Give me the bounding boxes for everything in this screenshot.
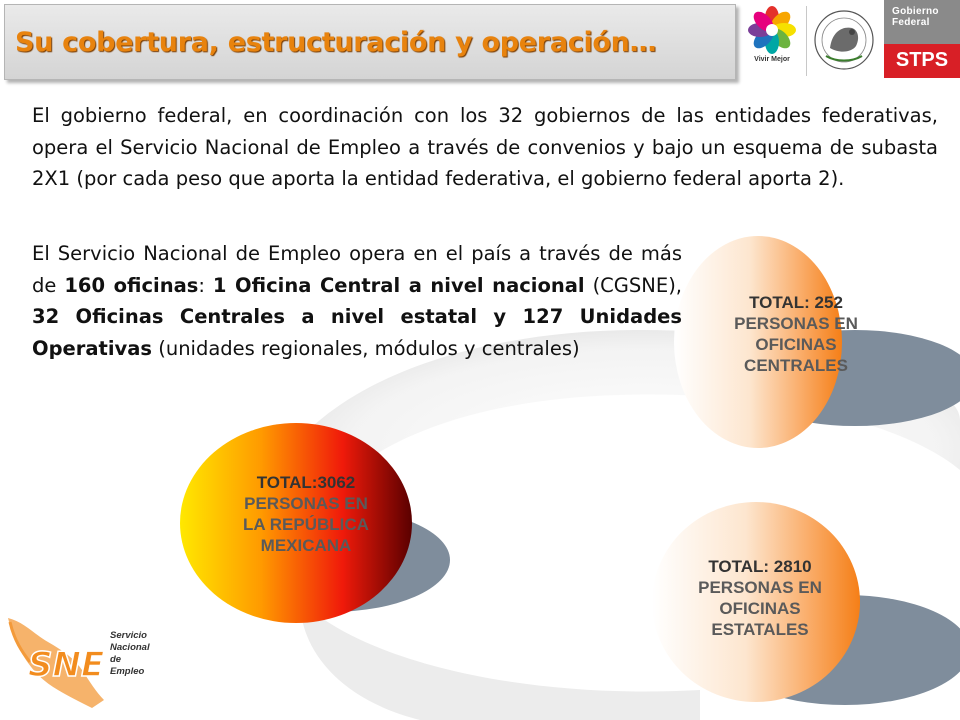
vivir-mejor-logo: Vivir Mejor bbox=[744, 6, 800, 74]
national-label: TOTAL:3062 PERSONAS EN LA REPÚBLICA MEXI… bbox=[206, 472, 406, 556]
state-line2: OFICINAS bbox=[719, 599, 801, 618]
sne-logo: SNE Servicio Nacional de Empleo bbox=[4, 612, 154, 712]
offices-paragraph: El Servicio Nacional de Empleo opera en … bbox=[32, 238, 682, 364]
circle-national bbox=[180, 423, 412, 623]
central-line2: OFICINAS bbox=[755, 335, 837, 354]
page-title: Su cobertura, estructuración y operación… bbox=[15, 27, 657, 58]
offices-text-3: (CGSNE), bbox=[584, 273, 682, 297]
central-line3: CENTRALES bbox=[744, 356, 848, 375]
intro-paragraph: El gobierno federal, en coordinación con… bbox=[32, 104, 938, 190]
stps-text: STPS bbox=[895, 49, 949, 71]
national-line2: LA REPÚBLICA bbox=[243, 515, 369, 534]
state-label: TOTAL: 2810 PERSONAS EN OFICINAS ESTATAL… bbox=[660, 556, 860, 640]
offices-count: 160 oficinas bbox=[64, 273, 199, 297]
state-offices: 32 Oficinas Centrales a nivel estatal y … bbox=[32, 305, 682, 360]
sne-acronym: SNE bbox=[28, 645, 104, 685]
sne-line2: Nacional bbox=[110, 642, 150, 653]
state-total: TOTAL: 2810 bbox=[708, 557, 812, 576]
swoosh-lower bbox=[300, 600, 700, 720]
title-bar: Su cobertura, estructuración y operación… bbox=[4, 4, 736, 80]
state-line3: ESTATALES bbox=[711, 620, 809, 639]
gobierno-federal-text: Gobierno Federal bbox=[892, 6, 939, 28]
national-total: TOTAL:3062 bbox=[256, 473, 356, 492]
offices-text-1: El Servicio Nacional de Empleo opera en … bbox=[32, 242, 682, 297]
circle-state bbox=[652, 502, 860, 702]
central-line1: PERSONAS EN bbox=[734, 314, 858, 333]
offices-text-4: (unidades regionales, módulos y centrale… bbox=[152, 336, 580, 360]
mexican-seal-icon bbox=[814, 10, 874, 70]
logo-divider bbox=[806, 6, 807, 76]
national-line1: PERSONAS EN bbox=[244, 494, 368, 513]
offices-text-2: : bbox=[198, 273, 213, 297]
stps-logo: STPS bbox=[884, 44, 960, 78]
mexico-map-icon: SNE bbox=[8, 618, 105, 708]
vivir-mejor-caption: Vivir Mejor bbox=[754, 56, 790, 63]
sne-line3: de Empleo bbox=[110, 654, 145, 677]
central-total: TOTAL: 252 bbox=[749, 293, 843, 312]
state-line1: PERSONAS EN bbox=[698, 578, 822, 597]
gobierno-federal-logo: Gobierno Federal STPS bbox=[884, 0, 960, 78]
national-line3: MEXICANA bbox=[260, 536, 352, 555]
sne-caption: Servicio Nacional de Empleo bbox=[110, 630, 154, 678]
central-label: TOTAL: 252 PERSONAS EN OFICINAS CENTRALE… bbox=[696, 292, 896, 376]
circle-central bbox=[674, 236, 842, 448]
sne-line1: Servicio bbox=[110, 630, 147, 641]
flower-icon bbox=[748, 6, 796, 54]
central-office: 1 Oficina Central a nivel nacional bbox=[212, 273, 585, 297]
